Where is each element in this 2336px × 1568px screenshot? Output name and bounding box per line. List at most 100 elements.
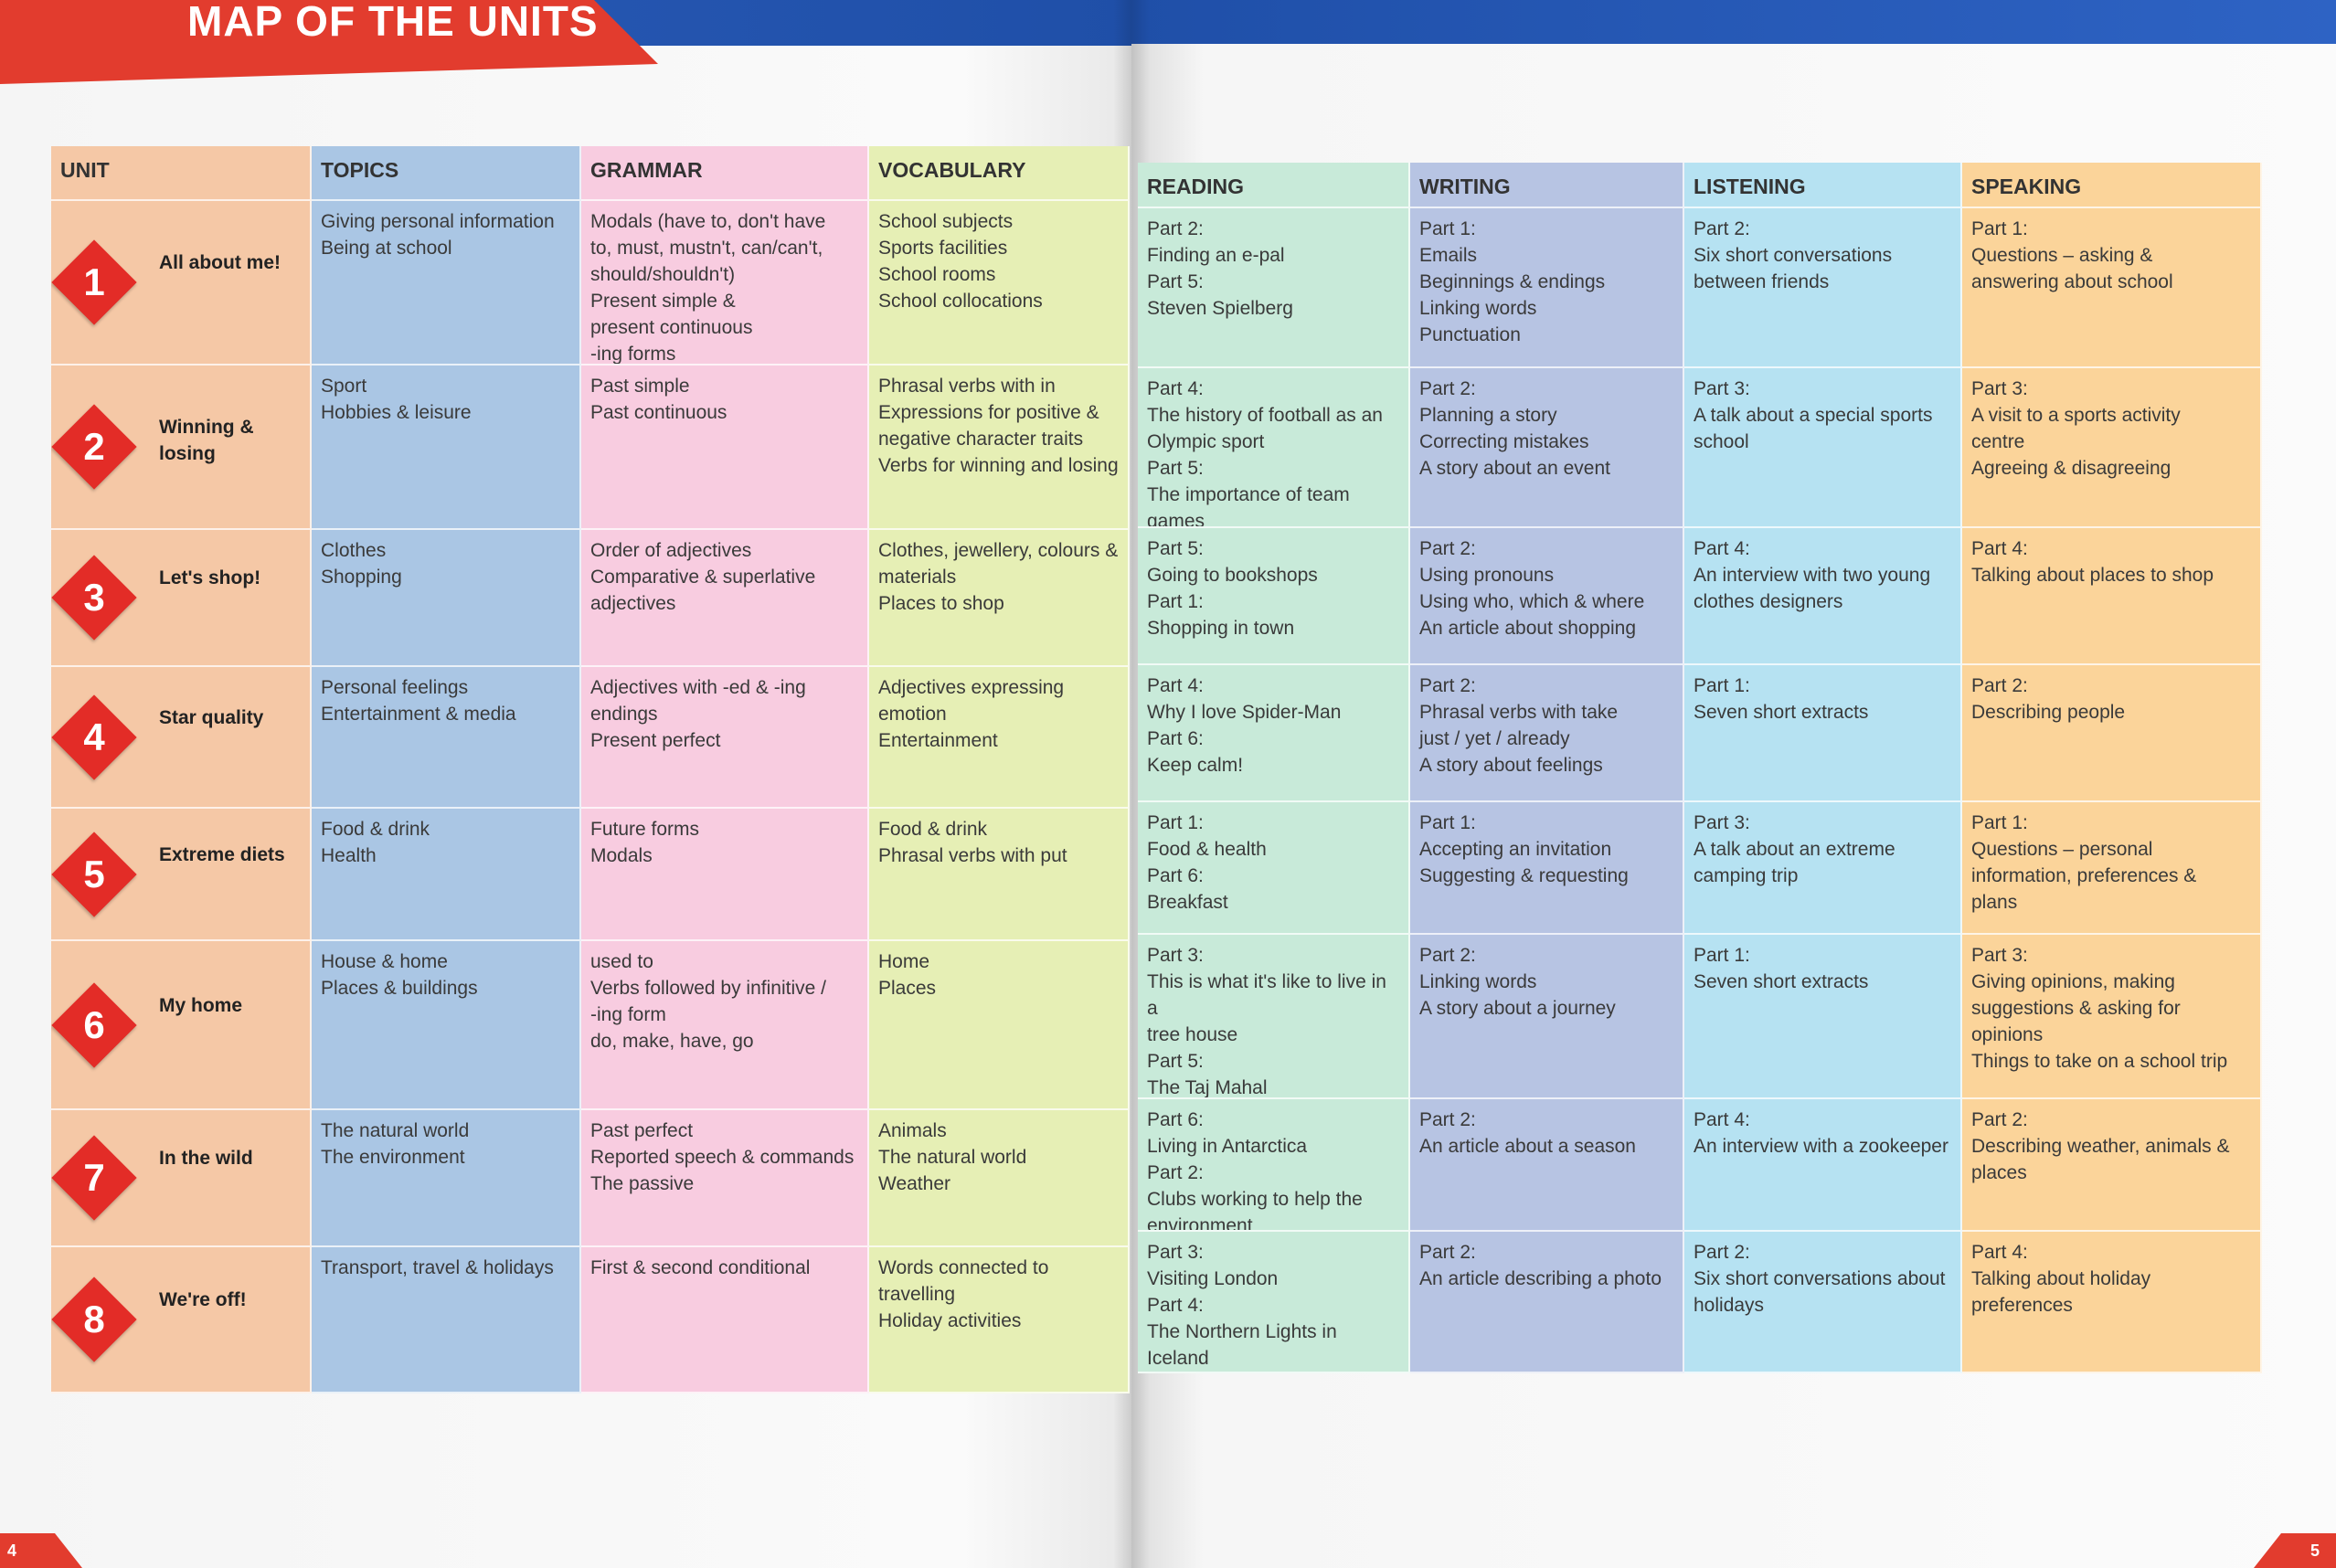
reading-cell: Part 1: Food & health Part 6: Breakfast — [1138, 802, 1410, 935]
reading-line: Part 6: — [1147, 1109, 1204, 1130]
reading-line: Part 1: — [1147, 591, 1204, 612]
header-listening: LISTENING — [1684, 163, 1962, 208]
header-reading: READING — [1138, 163, 1410, 208]
reading-line: Shopping in town — [1147, 618, 1295, 639]
speaking-line: Questions – asking & — [1971, 245, 2153, 266]
writing-line: Linking words — [1419, 971, 1537, 992]
unit-title: In the wild — [159, 1148, 253, 1169]
grammar-cell: Order of adjectives Comparative & superla… — [581, 530, 869, 667]
reading-line: The Taj Mahal — [1147, 1077, 1268, 1098]
speaking-line: opinions — [1971, 1024, 2044, 1045]
vocabulary-cell: Clothes, jewellery, colours & materials Pl… — [869, 530, 1130, 667]
speaking-cell: Part 3: Giving opinions, making suggestion… — [1962, 935, 2262, 1099]
topics-line: Food & drink — [321, 819, 430, 840]
unit-number: 2 — [83, 425, 105, 468]
unit-cell: 7 In the wild — [51, 1110, 312, 1247]
speaking-line: Part 4: — [1971, 538, 2028, 559]
grammar-cell: Future forms Modals — [581, 809, 869, 941]
writing-line: Part 1: — [1419, 218, 1476, 239]
speaking-line: Part 4: — [1971, 1242, 2028, 1263]
reading-line: Why I love Spider-Man — [1147, 702, 1342, 723]
speaking-line: Part 2: — [1971, 1109, 2028, 1130]
listening-line: between friends — [1694, 271, 1830, 292]
speaking-line: Describing people — [1971, 702, 2126, 723]
reading-line: Part 3: — [1147, 1242, 1204, 1263]
topics-line: Shopping — [321, 567, 402, 588]
grammar-line: Modals — [590, 845, 653, 866]
topics-line: Clothes — [321, 540, 387, 561]
grammar-line: -ing forms — [590, 344, 676, 365]
header-unit: UNIT — [51, 146, 312, 201]
header-writing: WRITING — [1410, 163, 1684, 208]
reading-line: Going to bookshops — [1147, 565, 1318, 586]
listening-line: Part 1: — [1694, 945, 1750, 966]
reading-line: The Northern Lights in Iceland — [1147, 1321, 1337, 1369]
grammar-line: -ing form — [590, 1004, 666, 1025]
topics-cell: Sport Hobbies & leisure — [312, 366, 581, 530]
unit-title: Let's shop! — [159, 567, 261, 588]
reading-line: Clubs working to help the — [1147, 1189, 1363, 1210]
writing-line: Part 2: — [1419, 1109, 1476, 1130]
writing-cell: Part 2: Using pronouns Using who, which & … — [1410, 528, 1684, 665]
topics-line: Transport, travel & holidays — [321, 1257, 554, 1278]
speaking-line: Things to take on a school trip — [1971, 1051, 2228, 1072]
listening-cell: Part 4: An interview with two young clothe… — [1684, 528, 1962, 665]
reading-line: Visiting London — [1147, 1268, 1279, 1289]
vocabulary-line: Phrasal verbs with in — [878, 376, 1056, 397]
vocabulary-line: negative character traits — [878, 429, 1084, 450]
topics-line: Places & buildings — [321, 978, 478, 999]
reading-cell: Part 5: Going to bookshops Part 1: Shopping… — [1138, 528, 1410, 665]
vocabulary-line: Home — [878, 951, 930, 972]
grammar-line: Reported speech & commands — [590, 1147, 855, 1168]
vocabulary-line: Sports facilities — [878, 238, 1008, 259]
writing-cell: Part 1: Accepting an invitation Suggesting… — [1410, 802, 1684, 935]
topics-line: Sport — [321, 376, 367, 397]
vocabulary-line: materials — [878, 567, 957, 588]
unit-cell: 6 My home — [51, 941, 312, 1110]
unit-cell: 2 Winning & losing — [51, 366, 312, 530]
grammar-line: do, make, have, go — [590, 1031, 754, 1052]
vocabulary-cell: Animals The natural world Weather — [869, 1110, 1130, 1247]
vocabulary-cell: Phrasal verbs with in Expressions for pos… — [869, 366, 1130, 530]
speaking-line: answering about school — [1971, 271, 2173, 292]
vocabulary-line: Expressions for positive & — [878, 402, 1099, 423]
grammar-line: Future forms — [590, 819, 700, 840]
unit-number: 1 — [83, 260, 105, 303]
grammar-line: Past simple — [590, 376, 690, 397]
reading-line: Part 1: — [1147, 812, 1204, 833]
topics-cell: Giving personal information Being at scho… — [312, 201, 581, 366]
unit-number: 4 — [83, 715, 105, 758]
reading-line: Part 5: — [1147, 538, 1204, 559]
vocabulary-line: Holiday activities — [878, 1310, 1022, 1331]
listening-cell: Part 3: A talk about an extreme camping tr… — [1684, 802, 1962, 935]
speaking-cell: Part 1: Questions – asking & answering abo… — [1962, 208, 2262, 368]
unit-number: 5 — [83, 852, 105, 895]
speaking-line: Part 3: — [1971, 945, 2028, 966]
speaking-line: places — [1971, 1162, 2027, 1183]
listening-line: An interview with a zookeeper — [1694, 1136, 1948, 1157]
vocabulary-cell: Food & drink Phrasal verbs with put — [869, 809, 1130, 941]
speaking-cell: Part 2: Describing people — [1962, 665, 2262, 802]
reading-line: Part 6: — [1147, 728, 1204, 749]
reading-line: Olympic sport — [1147, 431, 1265, 452]
header-topics: TOPICS — [312, 146, 581, 201]
listening-cell: Part 4: An interview with a zookeeper — [1684, 1099, 1962, 1232]
topics-line: Entertainment & media — [321, 704, 516, 725]
vocabulary-line: School rooms — [878, 264, 996, 285]
writing-line: Using who, which & where — [1419, 591, 1645, 612]
grammar-cell: Past perfect Reported speech & commands Th… — [581, 1110, 869, 1247]
speaking-line: Part 2: — [1971, 675, 2028, 696]
vocabulary-line: Weather — [878, 1173, 950, 1194]
listening-line: Seven short extracts — [1694, 971, 1869, 992]
writing-line: A story about a journey — [1419, 998, 1616, 1019]
listening-line: camping trip — [1694, 865, 1799, 886]
reading-line: Part 5: — [1147, 458, 1204, 479]
reading-line: tree house — [1147, 1024, 1238, 1045]
writing-line: A story about an event — [1419, 458, 1610, 479]
unit-number: 7 — [83, 1156, 105, 1199]
listening-line: school — [1694, 431, 1749, 452]
writing-line: Part 2: — [1419, 675, 1476, 696]
page-title: MAP OF THE UNITS — [187, 0, 599, 45]
reading-cell: Part 3: Visiting London Part 4: The Norther… — [1138, 1232, 1410, 1373]
topics-line: Health — [321, 845, 377, 866]
